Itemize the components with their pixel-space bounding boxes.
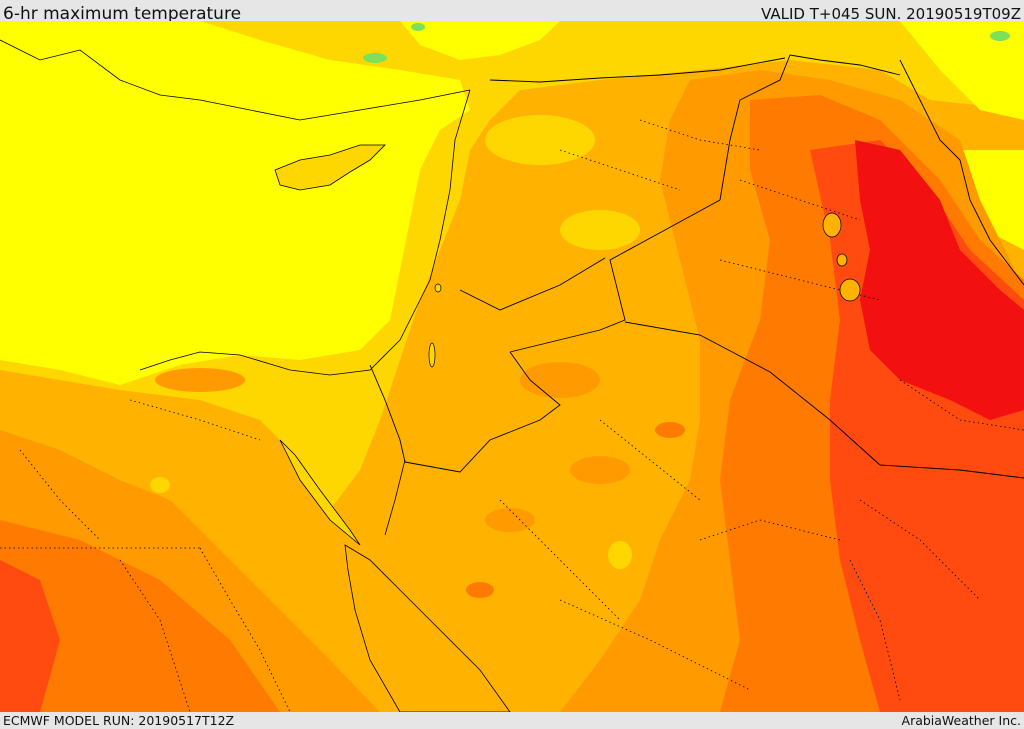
temp-blotch-3 xyxy=(485,508,535,532)
temp-blotch-1 xyxy=(520,362,600,398)
credit-label: ArabiaWeather Inc. xyxy=(901,713,1021,728)
red-sea xyxy=(344,544,511,712)
temp-blotch-gold-4 xyxy=(150,477,170,493)
border-syria-turkey xyxy=(489,57,786,83)
cyprus xyxy=(274,144,386,191)
map-canvas xyxy=(0,21,1024,712)
dead-sea xyxy=(428,342,436,368)
lake-2 xyxy=(839,278,861,302)
lake-1 xyxy=(822,212,842,238)
temp-blotch-2 xyxy=(570,456,630,484)
temp-blotch-gold-3 xyxy=(608,541,632,569)
header-bar: 6-hr maximum temperature VALID T+045 SUN… xyxy=(0,0,1024,21)
temp-blotch-gold-1 xyxy=(485,115,595,165)
coastline-north xyxy=(0,39,471,121)
coastline-levant-egypt xyxy=(139,89,471,376)
border-jordan-syria xyxy=(459,257,606,311)
gulf-of-aqaba xyxy=(384,459,406,536)
model-run-label: ECMWF MODEL RUN: 20190517T12Z xyxy=(3,713,235,728)
gulf-of-suez xyxy=(279,439,361,546)
border-jordan-iraq xyxy=(509,199,721,353)
temp-field-redorange-africa xyxy=(0,560,60,712)
temperature-map[interactable] xyxy=(0,21,1024,712)
valid-time-label: VALID T+045 SUN. 20190519T09Z xyxy=(761,5,1021,21)
border-jordan-saudi xyxy=(404,351,561,473)
border-iraq-iran xyxy=(899,59,1024,286)
footer-bar: ECMWF MODEL RUN: 20190517T12Z ArabiaWeat… xyxy=(0,712,1024,729)
temp-blotch-gold-2 xyxy=(560,210,640,250)
temp-field-yellow-north xyxy=(400,21,560,60)
temp-field-green-3 xyxy=(990,31,1010,41)
temp-blotch-5 xyxy=(155,368,245,392)
temp-field-green-1 xyxy=(363,53,387,63)
lake-tiberias xyxy=(434,283,442,293)
border-iraq-saudi xyxy=(624,321,1024,479)
temp-blotch-4 xyxy=(655,422,685,438)
temp-field-yellow-ne xyxy=(900,21,1024,120)
temp-field-green-2 xyxy=(411,23,425,31)
temp-field-red-core xyxy=(855,140,1024,420)
temp-blotch-6 xyxy=(466,582,494,598)
temp-field-yellow-west xyxy=(0,21,470,385)
province-lines xyxy=(0,119,1024,712)
border-syria-iraq xyxy=(719,54,901,201)
temp-field-darkorange-africa xyxy=(0,520,280,712)
border-egypt-israel xyxy=(369,364,406,463)
lake-3 xyxy=(836,253,848,267)
map-title: 6-hr maximum temperature xyxy=(3,4,242,21)
